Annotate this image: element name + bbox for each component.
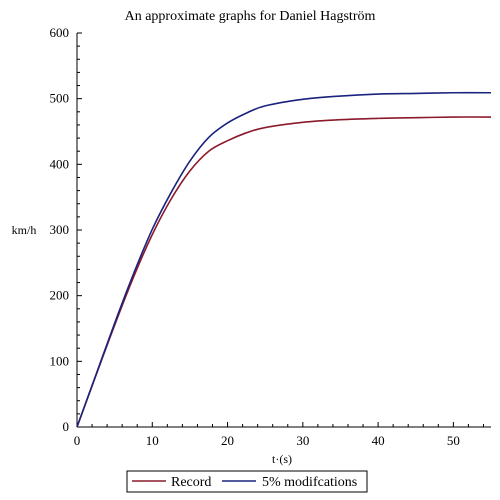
x-tick-label: 30 bbox=[296, 433, 309, 448]
y-tick-label: 300 bbox=[50, 222, 70, 237]
series-lines bbox=[76, 91, 492, 428]
series-line-modifications bbox=[76, 91, 492, 428]
y-ticks: 0 100 200 300 400 500 600 bbox=[50, 25, 82, 434]
legend: Record 5% modifcations bbox=[126, 470, 368, 493]
legend-label-record: Record bbox=[171, 475, 211, 490]
y-axis-label: km/h bbox=[12, 223, 37, 237]
x-tick-label: 20 bbox=[221, 433, 234, 448]
y-tick-label: 0 bbox=[63, 419, 70, 434]
y-tick-label: 200 bbox=[50, 288, 70, 303]
axes bbox=[76, 33, 491, 428]
series-line-record bbox=[76, 116, 492, 428]
chart-title: An approximate graphs for Daniel Hagströ… bbox=[125, 9, 376, 24]
x-tick-label: 0 bbox=[74, 433, 81, 448]
y-tick-label: 400 bbox=[50, 156, 70, 171]
x-tick-label: 10 bbox=[146, 433, 159, 448]
y-tick-label: 500 bbox=[50, 91, 70, 106]
legend-label-modifications: 5% modifcations bbox=[262, 475, 357, 490]
x-axis-label: t·(s) bbox=[272, 452, 292, 466]
x-ticks: 0 10 20 30 40 50 bbox=[74, 422, 484, 448]
y-tick-label: 600 bbox=[50, 25, 70, 40]
y-tick-label: 100 bbox=[50, 353, 70, 368]
x-tick-label: 50 bbox=[447, 433, 460, 448]
x-tick-label: 40 bbox=[372, 433, 385, 448]
